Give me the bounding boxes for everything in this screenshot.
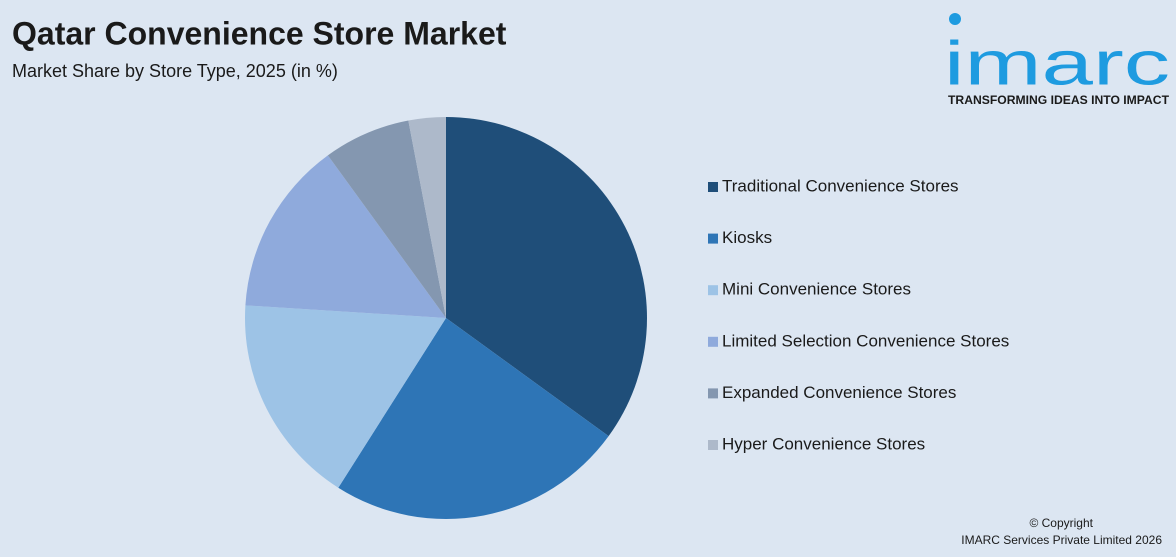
chart-subtitle: Market Share by Store Type, 2025 (in %) (12, 61, 338, 81)
pie-slice (244, 305, 446, 488)
logo-dot (949, 13, 961, 25)
legend-label: Hyper Convenience Stores (722, 434, 925, 453)
pie-slice (408, 117, 446, 318)
legend-swatch (708, 440, 718, 450)
pie-slice (338, 318, 609, 519)
logo-tagline: TRANSFORMING IDEAS INTO IMPACT (948, 93, 1170, 107)
legend-swatch (708, 336, 718, 347)
legend-label: Expanded Convenience Stores (722, 383, 956, 402)
pie-slice (327, 120, 446, 318)
legend-label: Limited Selection Convenience Stores (722, 331, 1009, 350)
legend-swatch (708, 285, 718, 296)
pie-slice (446, 117, 647, 437)
legend-swatch (708, 388, 718, 399)
legend-swatch (708, 182, 718, 192)
legend-label: Mini Convenience Stores (722, 280, 911, 299)
legend-swatch (708, 233, 718, 244)
pie-slice (245, 155, 446, 318)
logo: imarc (944, 29, 1170, 98)
copyright: © Copyright (1029, 516, 1093, 530)
chart-title: Qatar Convenience Store Market (12, 15, 507, 51)
copyright-owner: IMARC Services Private Limited 2026 (961, 533, 1162, 547)
legend-label: Traditional Convenience Stores (722, 176, 959, 195)
legend-label: Kiosks (722, 228, 772, 247)
